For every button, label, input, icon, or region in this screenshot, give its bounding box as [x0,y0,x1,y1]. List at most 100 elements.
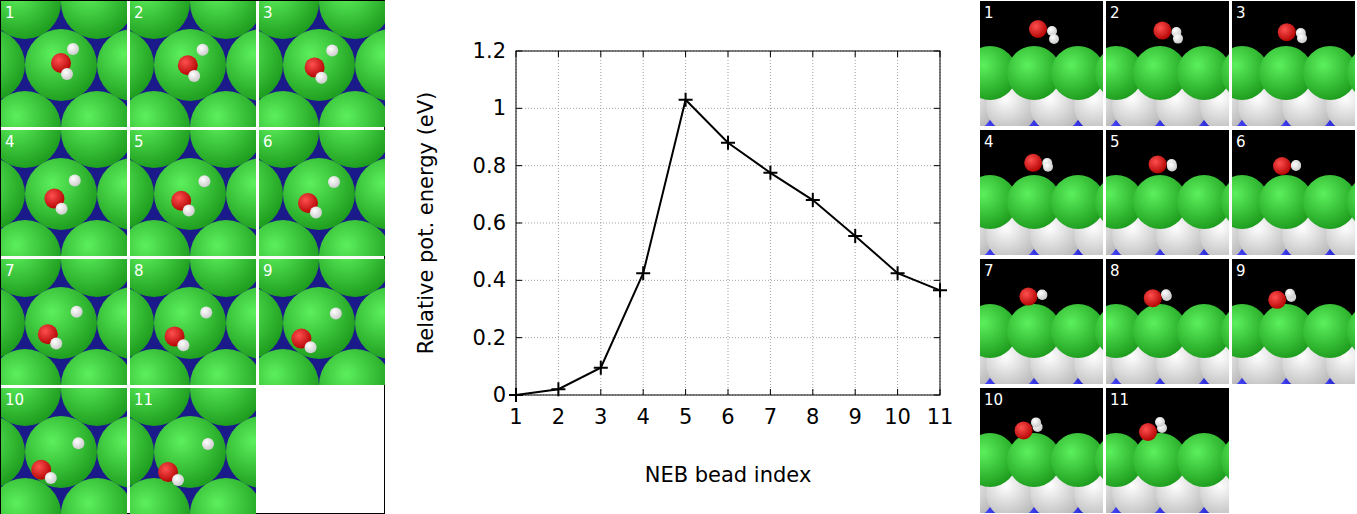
tick [855,51,856,57]
oxygen [1268,291,1286,309]
tile-label: 1 [5,4,15,22]
tile-label: 10 [984,391,1003,409]
series [509,93,947,402]
oxygen [1273,157,1291,175]
grid-line [897,51,898,395]
surface-atom [130,29,154,101]
tile-label: 11 [1110,391,1129,409]
side-view-tile [1232,1,1355,126]
top-view-tile [1,1,127,127]
top-view-tile [130,1,256,127]
surface-atom [154,416,226,488]
surface-atom [355,29,385,101]
side-view-tile [1232,130,1355,255]
surface-atom [1,220,61,256]
tile-label: 3 [1236,4,1246,22]
surface-atom [1,158,25,230]
hydrogen [177,339,189,351]
tick-label: 5 [679,405,692,429]
surface-atom [1221,46,1229,100]
top-view-tile [1,388,127,514]
surface-atom [355,287,385,359]
surface-atom [190,478,256,514]
hydrogen [1043,162,1053,172]
side-view-tile [1106,259,1229,384]
hydrogen [71,306,83,318]
hydrogen [45,472,57,484]
tick [516,280,522,281]
surface-atom [259,220,319,256]
top-view-tile [130,259,256,385]
grid-line [812,51,813,395]
hydrogen [1037,290,1047,300]
surface-atom [97,416,127,488]
surface-atom [190,91,256,127]
tick [600,51,601,57]
side-view-tile [1106,130,1229,255]
grid-line [558,51,559,395]
surface-atom [259,349,319,385]
surface-atom [97,158,127,230]
hydrogen [1285,289,1295,299]
tick [934,280,940,281]
top-view-tile [259,1,385,127]
surface-atom [1,349,61,385]
surface-atom [154,287,226,359]
oxygen [1029,20,1047,38]
surface-atom [190,220,256,256]
axis-title: Relative pot. energy (eV) [414,92,438,355]
marker [848,229,862,243]
oxygen [1024,154,1042,172]
figure: 1234567891011123456789101100.20.40.60.81… [0,0,1357,514]
surface-atom [1095,46,1103,100]
side-view-tile [1106,388,1229,513]
surface-atom [61,220,127,256]
plot-frame [516,51,940,395]
hydrogen [1049,34,1059,44]
marker [891,266,905,280]
hydrogen [1291,161,1301,171]
tick [770,389,771,395]
side-view-tile [980,259,1103,384]
surface-atom [130,349,190,385]
surface-atom [61,91,127,127]
top-view-tile [1,259,127,385]
tile-label: 7 [5,262,15,280]
tick-label: 1 [509,405,522,429]
hydrogen [200,307,212,319]
surface-atom [154,29,226,101]
hydrogen [188,70,200,82]
surface-atom [226,416,256,488]
tile-label: 1 [984,4,994,22]
tile-label: 5 [134,133,144,151]
tick-label: 2 [552,405,565,429]
grid-line [643,51,644,395]
tile-label: 3 [263,4,273,22]
tile-label: 7 [984,262,994,280]
tick [934,337,940,338]
marker [721,136,735,150]
hydrogen [198,175,210,187]
tile-label: 2 [1110,4,1120,22]
oxygen [1019,288,1037,306]
hydrogen [69,174,81,186]
hydrogen [305,341,317,353]
tick-label: 11 [927,405,954,429]
marker [594,361,608,375]
tick [685,51,686,57]
tile-label: 5 [1110,133,1120,151]
surface-atom [130,91,190,127]
hydrogen [50,337,62,349]
grid-line [516,337,940,338]
oxygen [1144,289,1162,307]
surface-atom [97,287,127,359]
surface-atom [130,416,154,488]
tick [728,51,729,57]
surface-atom [226,287,256,359]
surface-atom [283,287,355,359]
marker [806,193,820,207]
hydrogen [315,72,327,84]
hydrogen [197,44,209,56]
tick-label: 1.2 [473,39,506,63]
tick [643,389,644,395]
